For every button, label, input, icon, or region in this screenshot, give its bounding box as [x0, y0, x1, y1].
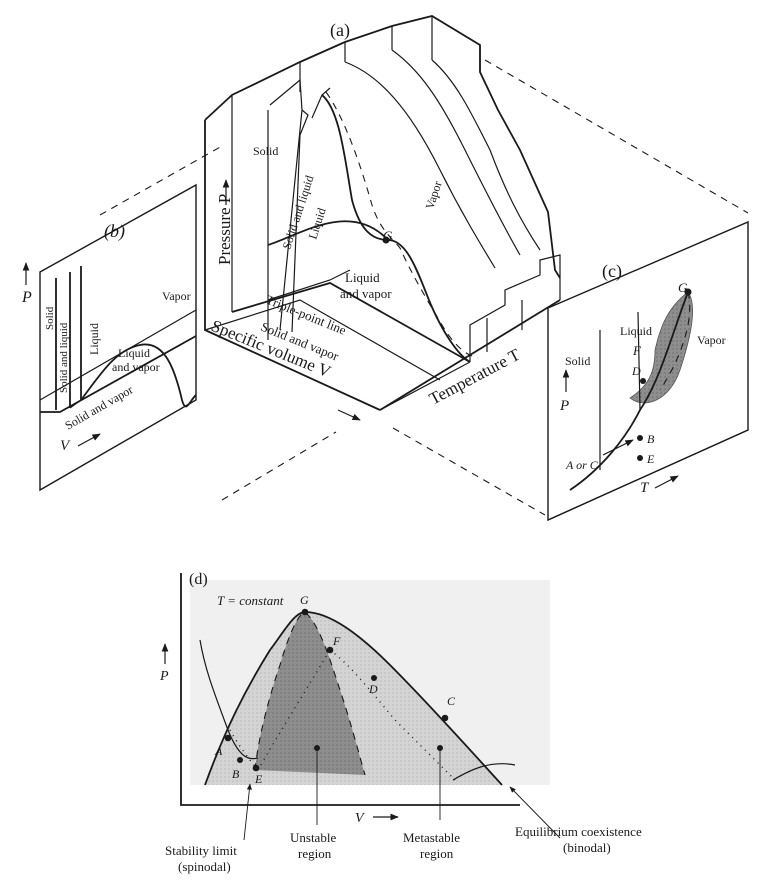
panel-d-point-g-dot [301, 608, 309, 616]
panel-d-metastable-label-1: Metastable [403, 830, 460, 845]
panel-d-point-d: D [368, 682, 378, 696]
panel-b-liquid-vapor-2: and vapor [112, 360, 160, 374]
panel-c-point-b: B [647, 432, 655, 446]
panel-a-vapor: Vapor [423, 179, 445, 211]
panel-b-liquid-vapor-1: Liquid [118, 346, 150, 360]
panel-c-point-d-dot [640, 378, 646, 384]
panel-b-axis-p: P [21, 289, 32, 306]
panel-d-point-d-dot [371, 675, 377, 681]
panel-c-a-or-c: A or C [565, 458, 599, 472]
panel-d-label: (d) [189, 571, 208, 588]
panel-c-point-e: E [646, 452, 655, 466]
panel-d-point-f-dot [326, 646, 334, 654]
panel-d-unstable-dot [314, 745, 320, 751]
panel-d-unstable-label-2: region [298, 846, 332, 861]
panel-c-point-f: F [632, 343, 642, 358]
panel-c-t-arrow [654, 475, 679, 489]
panel-a-solid: Solid [253, 144, 278, 158]
panel-a-point-g-dot [382, 236, 390, 244]
panel-d-t-constant: T = constant [217, 593, 284, 608]
panel-c-a-or-c-arrow [602, 439, 634, 456]
panel-d-axis-v: V [355, 811, 365, 826]
panel-a-liquid-and-vapor-2: and vapor [340, 286, 392, 301]
panel-a-label: (a) [330, 20, 350, 41]
panel-d-unstable-label-1: Unstable [290, 830, 336, 845]
panel-c-axis-p: P [559, 398, 569, 414]
panel-a-volume-arrow [337, 409, 361, 421]
panel-c-point-e-dot [637, 455, 643, 461]
panel-d-spinodal-leader [243, 783, 252, 841]
panel-d-binodal-leader [509, 786, 561, 839]
panel-d-point-g: G [300, 593, 309, 607]
panel-d-spinodal-label-2: (spinodal) [178, 859, 231, 874]
panel-d-point-a: A [214, 744, 223, 758]
panel-b-vapor: Vapor [162, 289, 191, 303]
panel-a-liquid-and-vapor-1: Liquid [345, 270, 380, 285]
panel-b-solid: Solid [44, 306, 56, 330]
panel-c-point-g-dot [684, 288, 692, 296]
panel-d-metastable-label-2: region [420, 846, 454, 861]
panel-c-point-b-dot [637, 435, 643, 441]
panel-b-label: (b) [104, 221, 125, 242]
panel-c-axis-t: T [640, 480, 650, 496]
panel-d-point-e-dot [252, 764, 260, 772]
panel-d-point-b: B [232, 767, 240, 781]
panel-d-spinodal-label-1: Stability limit [165, 843, 237, 858]
panel-d-axis-p: P [159, 669, 169, 684]
panel-d-point-a-dot [224, 734, 232, 742]
panel-b [39, 183, 197, 492]
panel-c-point-g: G [678, 280, 688, 295]
panel-c-liquid: Liquid [620, 324, 652, 338]
panel-d-metastable-dot [437, 745, 443, 751]
panel-b-liquid: Liquid [87, 323, 101, 355]
panel-c [547, 220, 749, 522]
panel-b-axis-v: V [60, 438, 71, 454]
panel-c-vapor: Vapor [697, 333, 726, 347]
panel-d-point-f: F [332, 634, 341, 648]
projection-lines [99, 59, 749, 516]
panel-b-v-arrow [77, 433, 101, 447]
panel-a-axis-pressure: Pressure P [215, 194, 234, 265]
panel-a [204, 15, 561, 411]
panel-d-point-c-dot [441, 714, 449, 722]
panel-c-solid: Solid [565, 354, 590, 368]
panel-a-axis-temperature: Temperature T [426, 345, 524, 409]
panel-d-point-b-dot [237, 757, 243, 763]
panel-b-solid-and-liquid: Solid and liquid [58, 322, 70, 393]
panel-a-point-g: G [383, 228, 393, 243]
panel-c-label: (c) [602, 261, 622, 282]
panel-c-point-d: D [631, 364, 641, 378]
panel-d-point-e: E [254, 772, 263, 786]
panel-d [180, 573, 550, 806]
panel-d-binodal-label-1: Equilibrium coexistence [515, 824, 642, 839]
panel-d-binodal-label-2: (binodal) [563, 840, 611, 855]
panel-d-point-c: C [447, 694, 456, 708]
